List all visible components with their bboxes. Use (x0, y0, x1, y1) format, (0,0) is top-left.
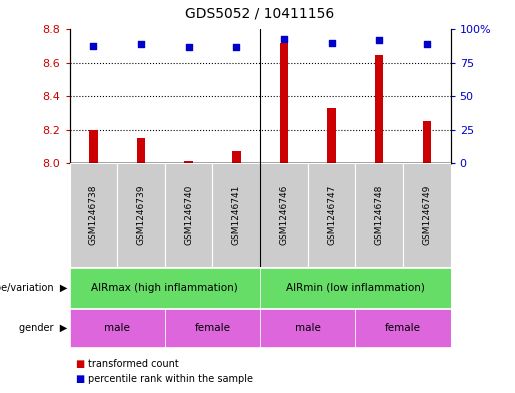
Bar (89, 130, 98, 163)
Text: GSM1246746: GSM1246746 (280, 185, 288, 245)
Text: gender  ▶: gender ▶ (19, 323, 67, 333)
Point (184, 44, 193, 50)
Point (137, 41, 145, 47)
Point (375, 37, 383, 43)
Text: male: male (104, 323, 130, 333)
Text: GSM1246747: GSM1246747 (327, 185, 336, 245)
Text: GSM1246749: GSM1246749 (422, 185, 431, 245)
Bar (355, 163, 403, 267)
Point (89, 42, 97, 49)
Bar (165, 309, 260, 347)
Text: female: female (385, 323, 421, 333)
Bar (355, 309, 451, 347)
Bar (212, 163, 260, 267)
Bar (422, 121, 431, 163)
Bar (280, 43, 288, 163)
Text: ■: ■ (75, 374, 84, 384)
Text: transformed count: transformed count (88, 358, 178, 369)
Text: ■: ■ (75, 358, 84, 369)
Text: AIRmin (low inflammation): AIRmin (low inflammation) (286, 283, 425, 293)
Text: GSM1246740: GSM1246740 (184, 185, 193, 245)
Point (328, 40, 336, 46)
Text: genotype/variation  ▶: genotype/variation ▶ (0, 283, 67, 293)
Text: GSM1246739: GSM1246739 (136, 185, 145, 245)
Bar (70, 163, 117, 267)
Bar (184, 162, 193, 163)
Text: GSM1246738: GSM1246738 (89, 185, 98, 245)
Text: GDS5052 / 10411156: GDS5052 / 10411156 (185, 7, 335, 21)
Bar (70, 268, 260, 308)
Bar (136, 138, 145, 163)
Bar (260, 309, 355, 347)
Point (423, 41, 431, 47)
Bar (403, 163, 451, 267)
Text: GSM1246741: GSM1246741 (232, 185, 241, 245)
Bar (117, 163, 165, 267)
Bar (232, 151, 241, 163)
Bar (260, 268, 451, 308)
Bar (327, 108, 336, 163)
Text: female: female (195, 323, 230, 333)
Bar (307, 163, 355, 267)
Text: AIRmax (high inflammation): AIRmax (high inflammation) (92, 283, 238, 293)
Text: male: male (295, 323, 321, 333)
Bar (375, 55, 384, 163)
Point (232, 44, 241, 50)
Bar (70, 309, 165, 347)
Point (280, 36, 288, 42)
Text: GSM1246748: GSM1246748 (375, 185, 384, 245)
Bar (260, 163, 308, 267)
Bar (165, 163, 212, 267)
Text: percentile rank within the sample: percentile rank within the sample (88, 374, 252, 384)
